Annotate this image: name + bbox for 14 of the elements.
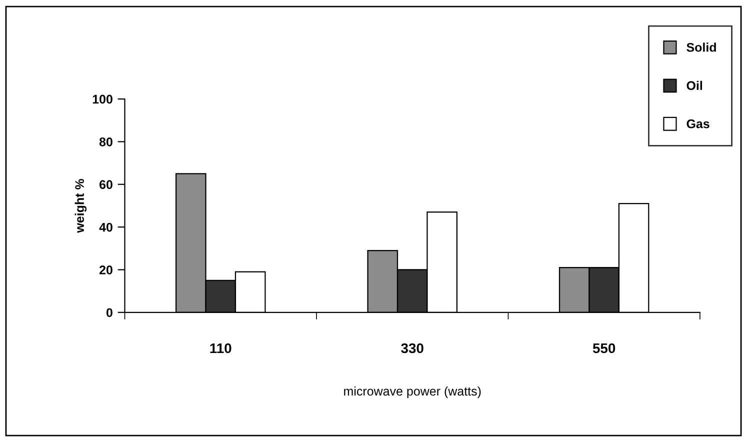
y-tick-label: 40 xyxy=(99,222,112,232)
x-axis-title: microwave power (watts) xyxy=(344,386,481,398)
legend-label: Gas xyxy=(686,119,710,128)
legend-label: Oil xyxy=(686,80,702,90)
y-tick-label: 100 xyxy=(92,94,112,104)
y-tick-label: 80 xyxy=(99,137,112,146)
legend-label: Solid xyxy=(686,42,716,52)
y-tick-label: 20 xyxy=(99,266,112,274)
y-axis-title: weight % xyxy=(74,178,87,233)
y-tick-label: 60 xyxy=(100,180,112,190)
x-tick-label: 330 xyxy=(401,343,424,354)
y-tick-label: 0 xyxy=(106,308,112,318)
x-tick-label: 110 xyxy=(210,343,232,354)
x-tick-label: 550 xyxy=(592,343,616,354)
